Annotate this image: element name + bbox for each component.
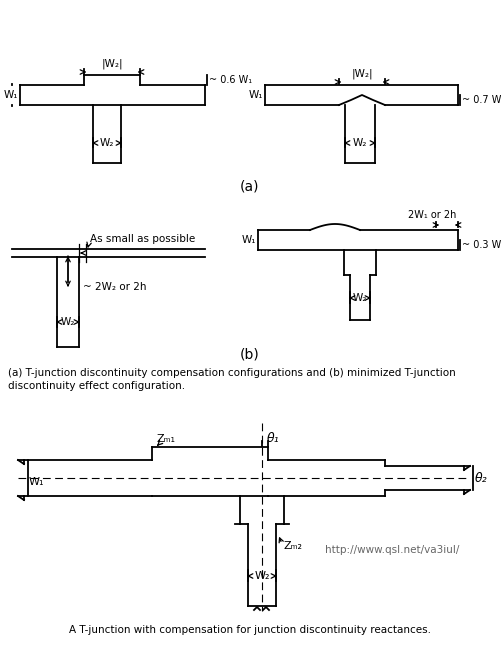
Text: A T-junction with compensation for junction discontinuity reactances.: A T-junction with compensation for junct… bbox=[69, 625, 431, 635]
Text: ~ 0.6 W₁: ~ 0.6 W₁ bbox=[209, 75, 252, 85]
Text: As small as possible: As small as possible bbox=[90, 234, 195, 244]
Text: (b): (b) bbox=[240, 348, 260, 362]
Text: discontinuity effect configuration.: discontinuity effect configuration. bbox=[8, 381, 185, 391]
Text: W₂: W₂ bbox=[353, 138, 367, 148]
Text: W₂: W₂ bbox=[61, 317, 75, 327]
Text: ~ 0.3 W₁: ~ 0.3 W₁ bbox=[462, 240, 501, 250]
Text: 2W₁ or 2h: 2W₁ or 2h bbox=[408, 210, 456, 220]
Text: |W₂|: |W₂| bbox=[101, 59, 123, 69]
Text: ~ 2W₂ or 2h: ~ 2W₂ or 2h bbox=[83, 282, 146, 292]
Text: θ₂: θ₂ bbox=[475, 472, 487, 484]
Text: |W₂|: |W₂| bbox=[351, 68, 373, 79]
Text: W₁: W₁ bbox=[28, 477, 44, 487]
Text: Zₘ₁: Zₘ₁ bbox=[157, 434, 176, 444]
Text: W₂: W₂ bbox=[254, 571, 270, 581]
Text: θ₁: θ₁ bbox=[267, 432, 280, 445]
Text: http://www.qsl.net/va3iul/: http://www.qsl.net/va3iul/ bbox=[325, 545, 459, 555]
Text: (a) T-junction discontinuity compensation configurations and (b) minimized T-jun: (a) T-junction discontinuity compensatio… bbox=[8, 368, 456, 378]
Text: W₁: W₁ bbox=[248, 90, 263, 100]
Text: W₂: W₂ bbox=[353, 293, 367, 303]
Text: W₂: W₂ bbox=[100, 138, 114, 148]
Text: Zₘ₂: Zₘ₂ bbox=[284, 541, 303, 551]
Text: W₁: W₁ bbox=[4, 90, 18, 100]
Text: W₁: W₁ bbox=[241, 235, 256, 245]
Text: (a): (a) bbox=[240, 180, 260, 194]
Text: ~ 0.7 W₁: ~ 0.7 W₁ bbox=[462, 95, 501, 105]
